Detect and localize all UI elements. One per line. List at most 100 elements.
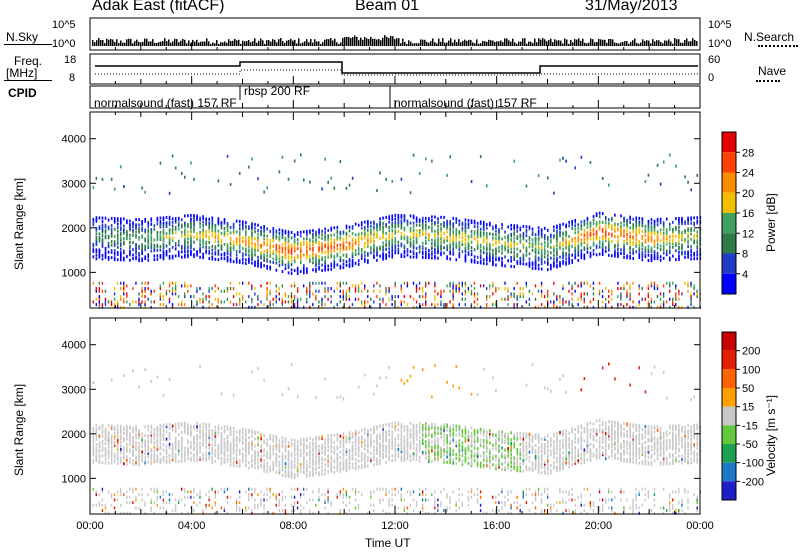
velocity-cell [196, 459, 198, 463]
power-cell [174, 284, 177, 288]
power-cell [675, 303, 677, 307]
nsky-bar [674, 38, 676, 46]
nsky-bar [530, 41, 532, 46]
power-cell [336, 231, 339, 235]
velocity-cell [168, 458, 171, 462]
power-cell [385, 292, 387, 296]
velocity-cell [132, 444, 134, 448]
power-cell [540, 246, 543, 250]
power-cell [306, 297, 308, 301]
power-cell [678, 231, 680, 235]
power-cell [266, 248, 268, 252]
power-cell [119, 238, 122, 242]
power-cell [388, 236, 390, 240]
power-cell [525, 246, 528, 250]
power-cell [629, 217, 631, 221]
power-cell [251, 305, 253, 309]
velocity-cell [193, 501, 195, 505]
velocity-cell [205, 431, 207, 435]
power-cell [394, 284, 396, 288]
nsky-bar [556, 40, 558, 46]
power-cell [580, 254, 583, 258]
power-cell [162, 246, 165, 250]
nsky-tick-top: 10^5 [52, 19, 76, 31]
power-cell [443, 289, 445, 293]
velocity-cell [132, 435, 134, 439]
nsky-bar [558, 40, 560, 46]
velocity-cell [104, 506, 107, 510]
velocity-cell [220, 433, 223, 437]
power-cell [434, 295, 436, 299]
power-cell [546, 260, 549, 264]
power-cell [208, 230, 211, 234]
velocity-cell [159, 429, 162, 433]
velocity-cell [251, 440, 253, 444]
power-cell [665, 240, 668, 244]
nsky-bar [348, 36, 350, 46]
power-cell [306, 240, 308, 244]
power-cell [272, 234, 275, 238]
power-cell [485, 184, 488, 188]
power-cell [339, 230, 342, 234]
power-cell [299, 259, 302, 263]
power-cell [223, 221, 226, 225]
power-cell [202, 305, 204, 309]
velocity-cell [156, 431, 159, 435]
power-cell [595, 233, 598, 237]
velocity-cell [180, 498, 183, 502]
power-cell [598, 245, 601, 249]
power-cell [214, 227, 217, 231]
power-cell [687, 180, 689, 184]
power-cell [400, 300, 402, 304]
velocity-cell [180, 454, 183, 458]
power-cell [568, 258, 570, 262]
velocity-cell [129, 426, 131, 430]
power-cell [464, 222, 467, 226]
power-cell [479, 261, 482, 265]
power-cell [299, 253, 302, 257]
velocity-cell [269, 456, 272, 460]
power-cell [135, 242, 137, 246]
power-cell [546, 244, 549, 248]
power-cell [589, 223, 592, 227]
power-cell [559, 227, 561, 231]
power-cell [607, 246, 610, 250]
velocity-cell [168, 498, 171, 502]
power-cell [260, 265, 262, 269]
velocity-panel-bg [90, 318, 700, 514]
velocity-cell [245, 428, 247, 432]
power-cell [556, 244, 558, 248]
power-cell [202, 234, 204, 238]
power-cell [257, 246, 259, 250]
nsky-bar [102, 39, 104, 46]
power-cell [187, 214, 189, 218]
power-cell [681, 234, 683, 238]
power-cell [553, 257, 555, 261]
power-cell [241, 281, 244, 285]
power-cell [241, 225, 244, 229]
power-cell [208, 221, 211, 225]
power-cell [394, 238, 397, 242]
velocity-cell [110, 445, 113, 449]
power-cell [604, 305, 607, 309]
velocity-cell [135, 446, 137, 450]
power-cell [650, 225, 653, 229]
power-cell [232, 295, 235, 299]
power-cell [98, 287, 101, 291]
nsky-bar [568, 43, 570, 46]
power-cell [235, 257, 238, 261]
power-cell [531, 261, 534, 265]
power-cell [516, 261, 519, 265]
power-cell [348, 183, 351, 187]
power-cell [174, 287, 177, 291]
power-cell [318, 262, 320, 266]
power-cell [302, 284, 305, 288]
velocity-cell [104, 431, 107, 435]
power-cell [647, 292, 650, 296]
power-cell [177, 218, 180, 222]
power-cell [577, 253, 580, 257]
power-cell [519, 249, 522, 253]
power-cell [684, 238, 686, 242]
velocity-cell [299, 470, 302, 474]
power-cell [595, 214, 598, 218]
